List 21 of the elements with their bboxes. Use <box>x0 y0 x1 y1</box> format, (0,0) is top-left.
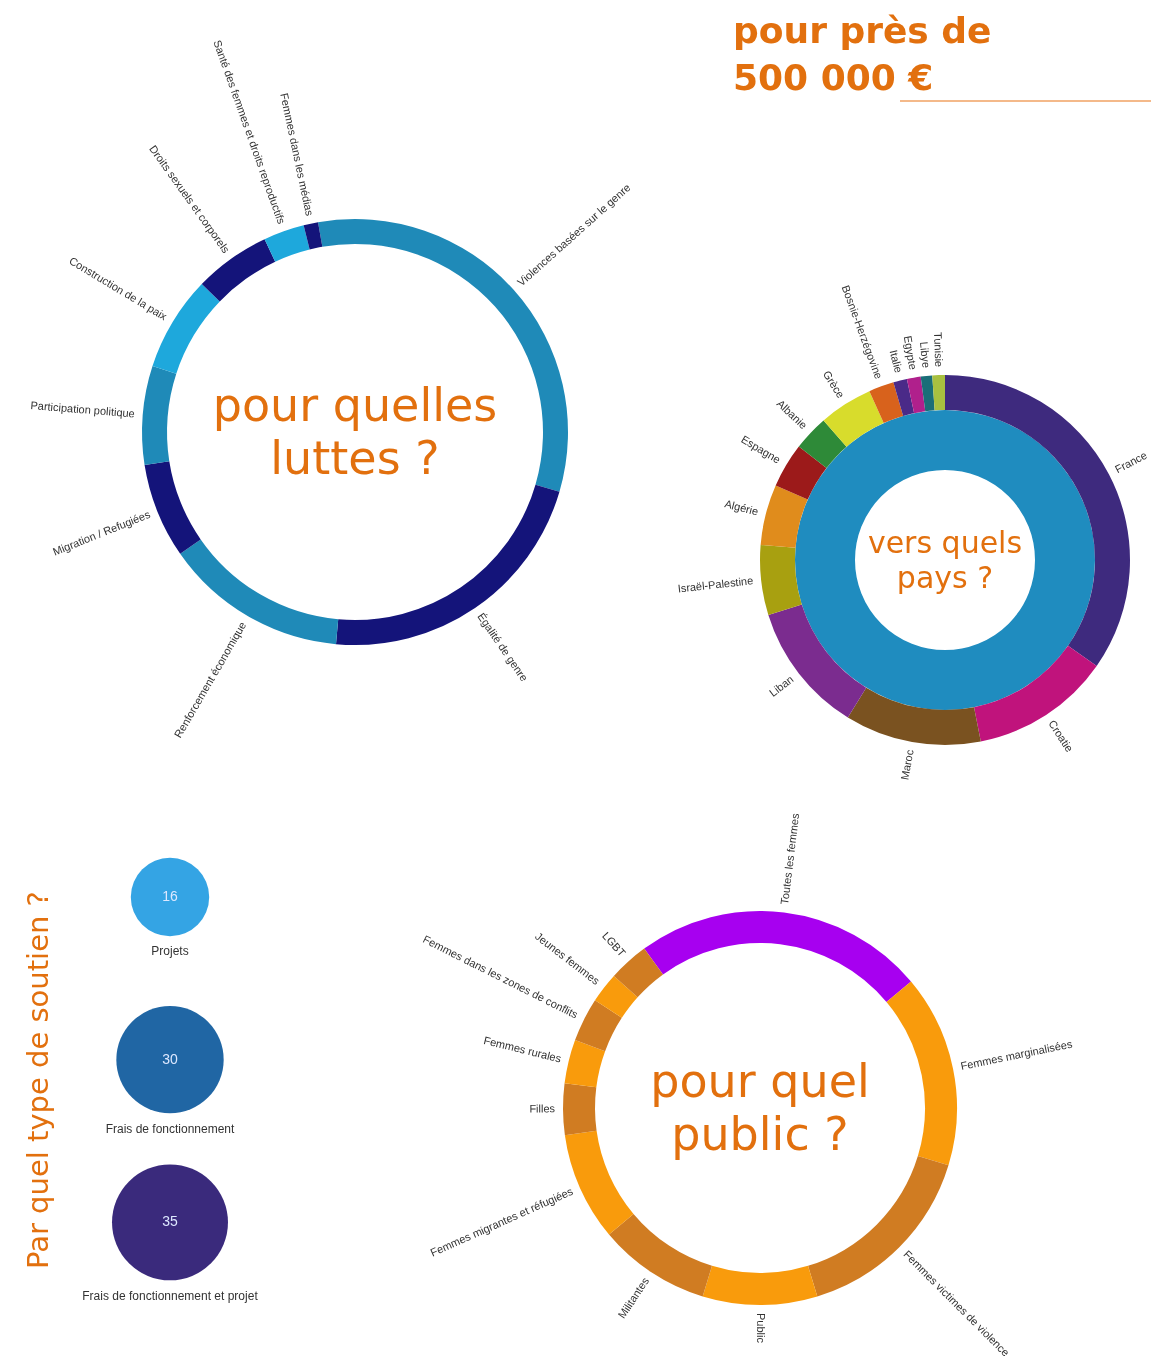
slice-label: Toutes les femmes <box>778 812 802 906</box>
data-label: 16 <box>162 887 178 904</box>
data-label: 30 <box>162 1050 178 1067</box>
category-label: Frais de fonctionnement <box>105 1121 236 1136</box>
text: pour quel public ? <box>649 1054 871 1161</box>
slice-label: Israël-Palestine <box>677 574 754 595</box>
text: pour quelles luttes ? <box>211 378 499 485</box>
text: Par quel type de soutien ? <box>21 891 55 1269</box>
slice-label: Tunisie <box>932 331 946 368</box>
text: pour près de 500 000 € <box>733 9 993 100</box>
slice-label: Filles <box>529 1102 556 1115</box>
category-label: Projets <box>151 944 189 959</box>
slice-label: Maroc <box>898 748 916 781</box>
slice-label: Libye <box>917 341 933 369</box>
slice-label: Algérie <box>723 497 760 518</box>
text: vers quels pays ? <box>866 524 1024 595</box>
slice-label: Participation politique <box>30 399 136 420</box>
slice-label: Femmes rurales <box>482 1033 563 1065</box>
slice-label: Public <box>754 1313 767 1344</box>
data-label: 35 <box>162 1213 178 1230</box>
category-label: Frais de fonctionnement et projet <box>82 1288 259 1303</box>
